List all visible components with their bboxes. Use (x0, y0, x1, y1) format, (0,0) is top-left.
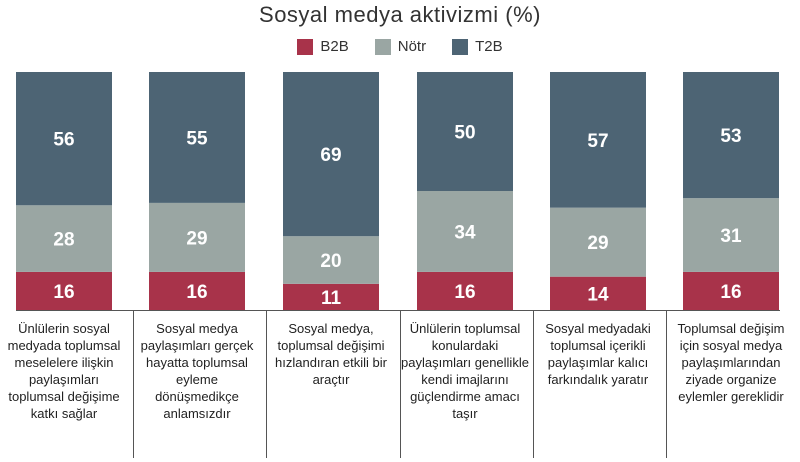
bar-segment-notr (550, 207, 646, 277)
chart-title: Sosyal medya aktivizmi (%) (259, 2, 541, 27)
data-label-notr: 29 (587, 233, 608, 254)
data-label-t2b: 55 (186, 128, 208, 149)
legend-label-b2b: B2B (320, 38, 349, 55)
bar-segment-notr (283, 236, 379, 284)
bar-segment-b2b (550, 276, 646, 310)
category-label: Ünlülerin toplumsal konulardaki paylaşım… (401, 321, 529, 421)
bar-segment-b2b (149, 271, 245, 310)
category-label: Ünlülerin sosyal medyada toplumsal mesel… (7, 321, 121, 421)
bar-segment-notr (16, 205, 112, 272)
bar-segment-notr (683, 198, 779, 272)
bar-segment-b2b (683, 271, 779, 310)
bar-segment-notr (149, 202, 245, 272)
bar-segment-t2b (149, 72, 245, 203)
data-label-b2b: 16 (720, 282, 741, 303)
category-label: Sosyal medyadaki toplumsal içerikli payl… (545, 321, 651, 387)
category-label: Sosyal medya paylaşımları gerçek hayatta… (140, 321, 254, 421)
data-label-notr: 29 (186, 228, 207, 249)
data-label-notr: 28 (53, 230, 74, 251)
bar-segment-t2b (16, 72, 112, 206)
legend-item-b2b: B2B (297, 38, 349, 55)
bar-segment-b2b (283, 283, 379, 310)
legend-label-notr: Nötr (397, 38, 427, 55)
data-label-t2b: 57 (587, 131, 608, 152)
data-label-t2b: 69 (320, 145, 341, 166)
data-label-b2b: 16 (53, 282, 74, 303)
legend-swatch-notr (374, 38, 391, 55)
bar-segment-notr (417, 191, 513, 272)
legend-swatch-b2b (297, 38, 314, 55)
bar-segment-t2b (417, 72, 513, 191)
category-label: Sosyal medya, toplumsal değişimi hızland… (275, 321, 387, 387)
legend: B2B Nötr T2B (0, 38, 800, 55)
data-label-b2b: 16 (454, 282, 475, 303)
data-label-t2b: 50 (454, 123, 475, 144)
data-label-notr: 34 (454, 222, 476, 243)
category-label: Toplumsal değişim için sosyal medya payl… (677, 321, 785, 404)
bar-segment-b2b (417, 271, 513, 310)
bar-segment-t2b (683, 72, 779, 199)
data-label-b2b: 11 (321, 288, 342, 309)
data-label-b2b: 16 (186, 282, 207, 303)
data-label-notr: 31 (720, 226, 742, 247)
data-label-b2b: 14 (587, 284, 609, 305)
bar-segment-t2b (283, 72, 379, 237)
legend-item-notr: Nötr (374, 38, 427, 55)
bar-segment-t2b (550, 72, 646, 208)
legend-label-t2b: T2B (475, 38, 503, 55)
legend-swatch-t2b (452, 38, 469, 55)
data-label-t2b: 53 (720, 126, 741, 147)
data-label-t2b: 56 (53, 130, 74, 151)
bar-segment-b2b (16, 271, 112, 310)
legend-item-t2b: T2B (452, 38, 503, 55)
data-label-notr: 20 (320, 251, 341, 272)
